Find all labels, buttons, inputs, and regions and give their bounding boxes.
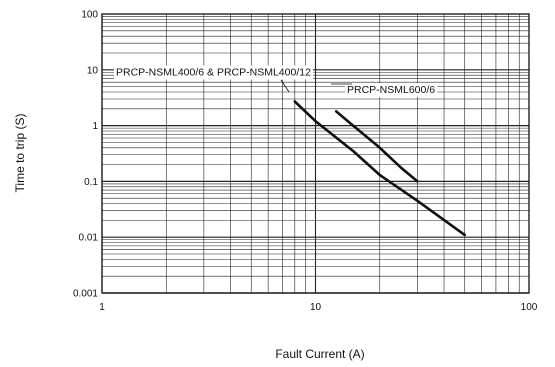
grid bbox=[101, 14, 529, 294]
series-label-1: PRCP-NSML400/6 & PRCP-NSML400/12 bbox=[116, 67, 311, 79]
y-tick-label: 0.001 bbox=[73, 289, 98, 300]
series-line-1 bbox=[293, 100, 467, 237]
y-tick-label: 0.01 bbox=[79, 233, 99, 244]
series-label-bg bbox=[114, 65, 314, 80]
y-tick-label: 0.1 bbox=[84, 177, 98, 188]
series-label-2: PRCP-NSML600/6 bbox=[347, 84, 435, 96]
y-tick-label: 10 bbox=[87, 65, 99, 76]
series bbox=[293, 100, 467, 237]
series-line-2 bbox=[334, 110, 419, 183]
y-tick-label: 100 bbox=[81, 10, 98, 21]
y-axis-title: Time to trip (S) bbox=[13, 114, 27, 193]
x-tick-label: 100 bbox=[521, 302, 538, 313]
x-tick-label: 1 bbox=[99, 302, 105, 313]
series-leader-line bbox=[280, 79, 290, 93]
series-label-bg bbox=[345, 83, 438, 97]
y-tick-label: 1 bbox=[92, 121, 98, 132]
tick-labels: 1 10 100 0.001 0.01 0.1 1 10 100 bbox=[73, 10, 538, 314]
x-tick-label: 10 bbox=[310, 302, 322, 313]
x-axis-title: Fault Current (A) bbox=[275, 347, 364, 361]
plot-frame bbox=[101, 13, 530, 294]
series-labels: PRCP-NSML400/6 & PRCP-NSML400/12 PRCP-NSM… bbox=[114, 65, 438, 97]
